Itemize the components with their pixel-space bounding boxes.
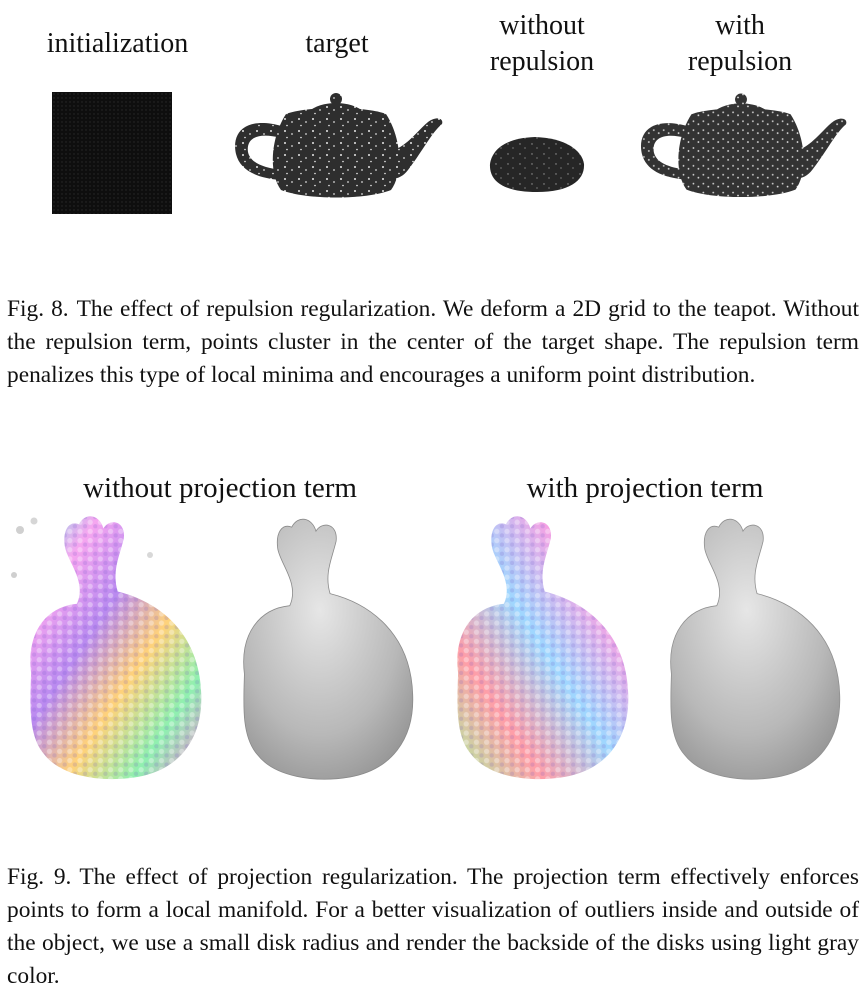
- label-without-projection-term: without projection term: [83, 472, 357, 504]
- bunny-points-without-projection: [11, 516, 202, 780]
- figure-9-images: [11, 516, 841, 780]
- without-repulsion-blob: [489, 137, 585, 192]
- figure-9-number: Fig. 9.: [7, 864, 72, 891]
- label-with-repulsion: with repulsion: [687, 10, 793, 77]
- figure-9-caption-text: The effect of projection regularization.…: [7, 864, 859, 990]
- figure-8-labels: initialization target without repulsion …: [0, 0, 866, 90]
- figure-8-images: [52, 92, 847, 214]
- label-with-projection-term: with projection term: [526, 472, 764, 504]
- with-repulsion-teapot: [640, 93, 847, 198]
- label-initialization: initialization: [46, 28, 189, 59]
- bunny-points-with-projection: [457, 516, 629, 780]
- figure-8-number: Fig. 8.: [7, 296, 69, 323]
- figure-8-caption: Fig. 8. The effect of repulsion regulariz…: [7, 293, 859, 392]
- figure-9-caption: Fig. 9. The effect of projection regulari…: [7, 861, 859, 993]
- bunny-mesh-with-projection: [670, 518, 841, 780]
- label-without-repulsion: without repulsion: [489, 10, 595, 77]
- label-target: target: [305, 28, 369, 59]
- figure-8-caption-text: The effect of repulsion regularization. …: [7, 296, 859, 389]
- bunny-mesh-without-projection: [243, 518, 414, 780]
- target-teapot: [235, 93, 443, 198]
- initialization-grid: [52, 92, 172, 214]
